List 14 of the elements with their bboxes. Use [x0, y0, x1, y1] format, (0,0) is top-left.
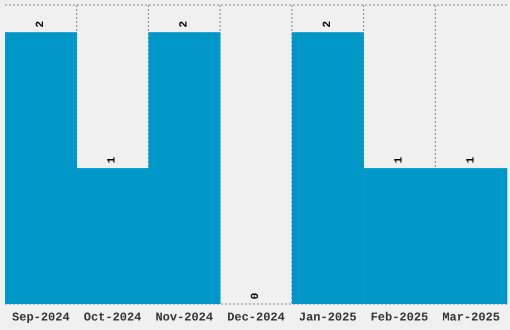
x-tick-label: Oct-2024: [84, 310, 142, 325]
data-label: 1: [394, 156, 406, 164]
x-tick-label: Mar-2025: [442, 310, 500, 325]
data-label: 2: [178, 20, 190, 28]
data-label: 0: [250, 292, 262, 300]
x-tick-label: Jan-2025: [298, 310, 357, 325]
data-label: 1: [106, 156, 119, 164]
data-label: 2: [35, 20, 47, 28]
x-tick-label: Nov-2024: [155, 310, 214, 325]
x-tick-label: Sep-2024: [12, 310, 70, 325]
x-tick-label: Dec-2024: [227, 310, 285, 325]
x-tick-label: Feb-2025: [370, 310, 428, 325]
data-label: 2: [322, 20, 334, 28]
data-label: 1: [465, 156, 478, 164]
